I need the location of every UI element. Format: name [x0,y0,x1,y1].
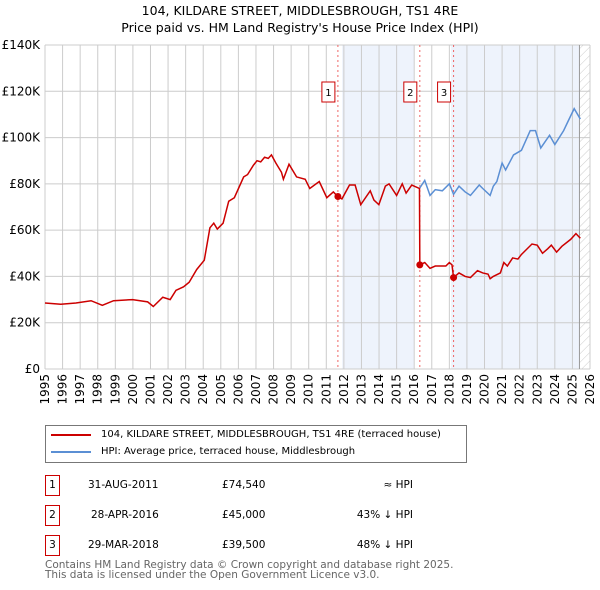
footer: Contains HM Land Registry data © Crown c… [45,559,454,581]
y-tick-label: £80K [9,177,41,191]
x-tick-label: 2025 [565,374,579,405]
footer-line: Contains HM Land Registry data © Crown c… [45,559,454,571]
sale-date: 29-MAR-2018 [88,539,159,551]
legend-label: 104, KILDARE STREET, MIDDLESBROUGH, TS1 … [101,429,441,440]
y-tick-label: £20K [9,316,41,330]
x-tick-label: 2003 [179,374,193,405]
legend: 104, KILDARE STREET, MIDDLESBROUGH, TS1 … [45,425,467,463]
x-tick-label: 1999 [108,374,122,405]
sale-row: 2 28-APR-2016 £45,000 43% ↓ HPI [45,505,445,526]
sale-price: £45,000 [222,509,266,521]
x-tick-label: 2001 [143,374,157,405]
sale-marker [450,274,458,282]
sale-marker [416,261,424,269]
x-tick-label: 2010 [302,374,316,405]
y-tick-label: £0 [25,362,40,376]
sale-number: 2 [45,505,60,526]
sale-price: £74,540 [222,479,266,491]
x-tick-label: 2006 [231,374,245,405]
x-tick-label: 2011 [319,374,333,405]
y-tick-label: £60K [9,223,41,237]
legend-item-property: 104, KILDARE STREET, MIDDLESBROUGH, TS1 … [51,429,441,440]
sale-label-box [403,81,418,103]
x-tick-label: 2023 [530,374,544,405]
x-tick-label: 2024 [548,374,562,405]
sale-row: 1 31-AUG-2011 £74,540 ≈ HPI [45,475,445,496]
sale-marker [334,192,342,200]
x-tick-label: 2004 [196,374,210,405]
chart-subtitle: Price paid vs. HM Land Registry's House … [121,20,479,35]
y-tick-label: £40K [9,269,41,283]
sale-hpi: ≈ HPI [383,479,413,491]
shaded-period [342,45,415,369]
sale-label-box [437,81,452,103]
x-tick-label: 2008 [267,374,281,405]
sale-row: 3 29-MAR-2018 £39,500 48% ↓ HPI [45,535,445,556]
x-tick-label: 2017 [425,374,439,405]
x-tick-label: 2007 [249,374,263,405]
sale-hpi: 48% ↓ HPI [356,539,413,551]
sale-label-box [321,81,336,103]
legend-item-hpi: HPI: Average price, terraced house, Midd… [51,446,355,457]
x-tick-label: 2016 [407,374,421,405]
legend-swatch-red [51,433,91,436]
x-tick-label: 2009 [284,374,298,405]
x-tick-label: 2002 [161,374,175,405]
y-tick-label: £100K [2,131,42,145]
x-tick-label: 2014 [372,374,386,405]
sale-label: 1 [325,88,331,99]
footer-line: This data is licensed under the Open Gov… [45,569,380,581]
x-tick-label: 2026 [583,374,597,405]
x-tick-label: 2000 [126,374,140,405]
shaded-period [451,45,580,369]
legend-label: HPI: Average price, terraced house, Midd… [101,446,356,457]
x-tick-label: 2022 [513,374,527,405]
y-tick-label: £120K [2,84,42,98]
x-tick-label: 1998 [91,374,105,405]
x-tick-label: 2005 [214,374,228,405]
series-line [44,153,581,308]
x-tick-label: 2021 [495,374,509,405]
x-tick-label: 2012 [337,374,351,405]
chart-plot: 1995 1996 1997 1998 1999 2000 2001 2002 2003 2004… [2,38,597,405]
x-tick-label: 1996 [56,374,70,405]
x-tick-label: 2015 [390,374,404,405]
forecast-hatch [579,45,590,369]
x-tick-label: 2020 [478,374,492,405]
legend-swatch-blue [51,450,91,453]
x-tick-label: 2013 [354,374,368,405]
sale-label: 2 [407,88,413,99]
y-tick-label: £140K [2,38,42,52]
x-tick-label: 2018 [442,374,456,405]
sale-hpi: 43% ↓ HPI [356,509,413,521]
x-tick-label: 2019 [460,374,474,405]
sale-number: 3 [45,535,60,556]
sale-price: £39,500 [222,539,266,551]
sale-number: 1 [45,475,60,496]
series-line [418,107,581,197]
sale-date: 31-AUG-2011 [88,479,159,491]
sale-date: 28-APR-2016 [91,509,159,521]
x-tick-label: 1995 [38,374,52,405]
x-tick-label: 1997 [73,374,87,405]
sale-label: 3 [441,88,447,99]
chart-title: 104, KILDARE STREET, MIDDLESBROUGH, TS1 … [141,3,459,18]
